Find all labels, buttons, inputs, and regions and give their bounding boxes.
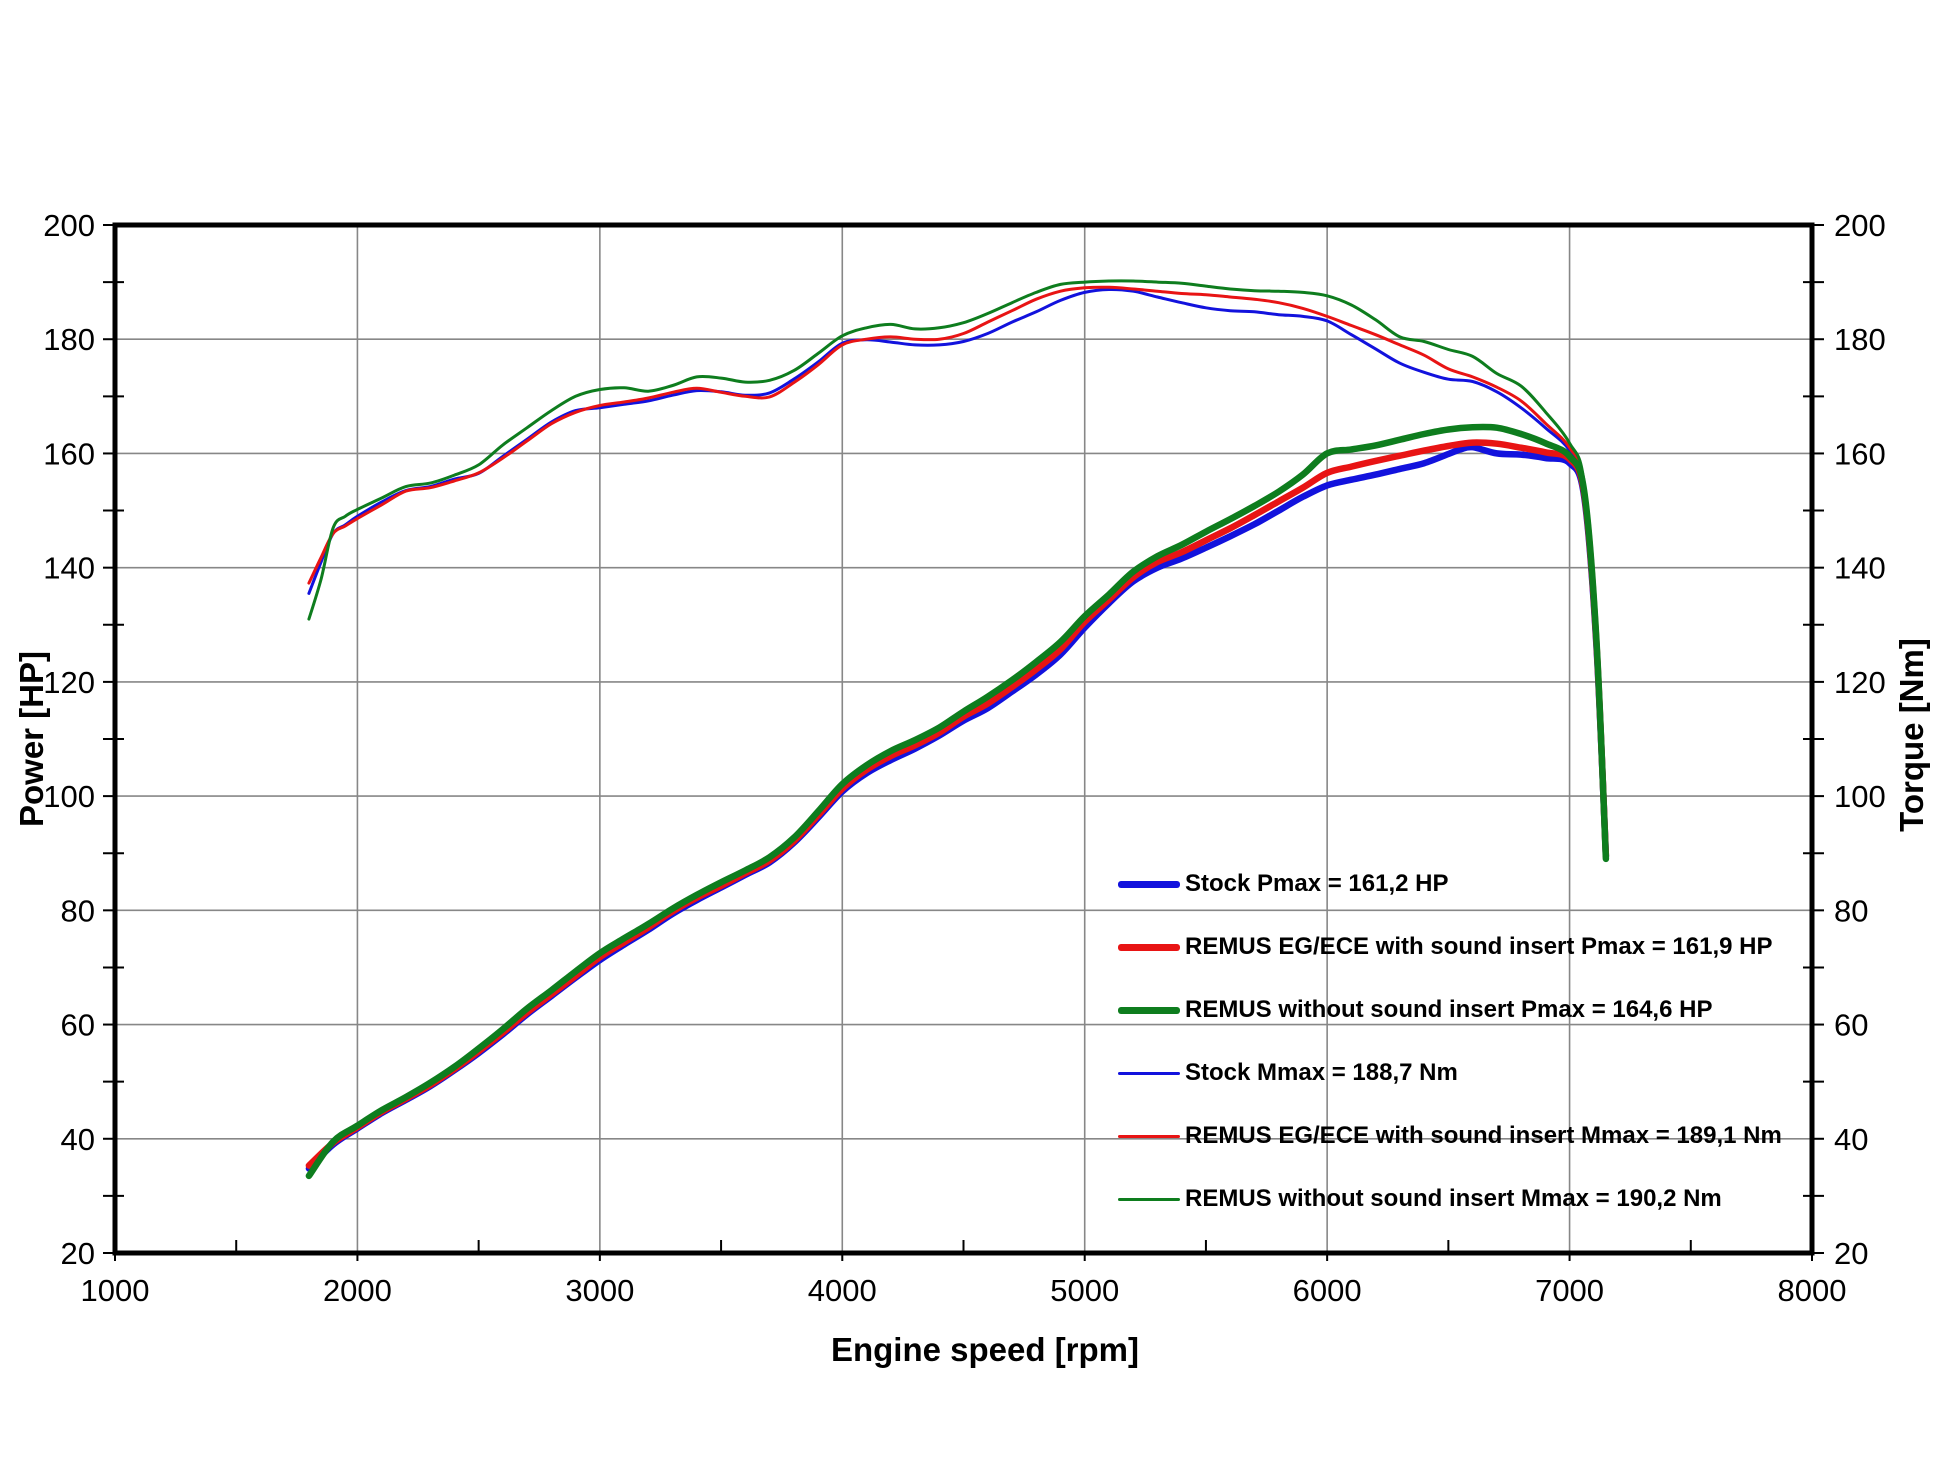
series-line-remus_ece-torque (307, 285, 1608, 855)
svg-text:180: 180 (1834, 322, 1886, 357)
svg-text:5000: 5000 (1050, 1273, 1119, 1308)
series-line-stock-torque (307, 287, 1608, 855)
svg-text:120: 120 (43, 665, 95, 700)
series-line-remus_ece-power (305, 439, 1610, 1169)
legend-line-swatch (1118, 1006, 1180, 1014)
legend-label: REMUS without sound insert Mmax = 190,2 … (1185, 1185, 1722, 1212)
gridlines (115, 225, 1812, 1253)
svg-text:180: 180 (43, 322, 95, 357)
svg-text:140: 140 (1834, 551, 1886, 586)
svg-text:7000: 7000 (1535, 1273, 1604, 1308)
legend-line-swatch (1118, 1134, 1180, 1138)
svg-text:20: 20 (61, 1236, 95, 1271)
series-line-remus_open-power (305, 423, 1610, 1180)
legend-label: Stock Pmax = 161,2 HP (1185, 870, 1449, 897)
svg-text:4000: 4000 (808, 1273, 877, 1308)
legend-line-swatch (1118, 943, 1180, 951)
svg-text:120: 120 (1834, 665, 1886, 700)
legend-label: REMUS EG/ECE with sound insert Pmax = 16… (1185, 933, 1773, 960)
series-line-remus_open-torque (307, 279, 1608, 858)
legend-item: REMUS without sound insert Mmax = 190,2 … (1118, 1185, 1722, 1213)
svg-text:20: 20 (1834, 1236, 1868, 1271)
svg-text:100: 100 (1834, 779, 1886, 814)
svg-text:160: 160 (43, 436, 95, 471)
svg-text:60: 60 (1834, 1008, 1868, 1043)
plot-frame (112, 222, 1815, 1256)
legend-item: Stock Mmax = 188,7 Nm (1118, 1059, 1458, 1087)
svg-text:80: 80 (1834, 893, 1868, 928)
legend-label: REMUS EG/ECE with sound insert Mmax = 18… (1185, 1122, 1782, 1149)
legend-label: REMUS without sound insert Pmax = 164,6 … (1185, 996, 1713, 1023)
legend-item: REMUS EG/ECE with sound insert Mmax = 18… (1118, 1122, 1782, 1150)
svg-text:6000: 6000 (1293, 1273, 1362, 1308)
svg-text:160: 160 (1834, 436, 1886, 471)
svg-text:40: 40 (61, 1122, 95, 1157)
legend-item: Stock Pmax = 161,2 HP (1118, 870, 1448, 898)
svg-text:200: 200 (1834, 208, 1886, 243)
legend-line-swatch (1118, 880, 1180, 888)
svg-text:100: 100 (43, 779, 95, 814)
svg-text:200: 200 (43, 208, 95, 243)
tick-marks (103, 224, 1824, 1261)
svg-text:140: 140 (43, 551, 95, 586)
svg-text:1000: 1000 (81, 1273, 150, 1308)
legend-item: REMUS without sound insert Pmax = 164,6 … (1118, 996, 1712, 1024)
svg-text:80: 80 (61, 893, 95, 928)
left-axis-title: Power [HP] (13, 650, 50, 828)
legend-line-swatch (1118, 1197, 1180, 1201)
legend-item: REMUS EG/ECE with sound insert Pmax = 16… (1118, 933, 1773, 961)
x-axis-title: Engine speed [rpm] (830, 1331, 1140, 1368)
legend-label: Stock Mmax = 188,7 Nm (1185, 1059, 1458, 1086)
svg-text:40: 40 (1834, 1122, 1868, 1157)
svg-text:2000: 2000 (323, 1273, 392, 1308)
svg-text:8000: 8000 (1778, 1273, 1847, 1308)
legend-line-swatch (1118, 1071, 1180, 1075)
svg-text:3000: 3000 (565, 1273, 634, 1308)
svg-text:60: 60 (61, 1008, 95, 1043)
right-axis-title: Torque [Nm] (1893, 638, 1930, 832)
